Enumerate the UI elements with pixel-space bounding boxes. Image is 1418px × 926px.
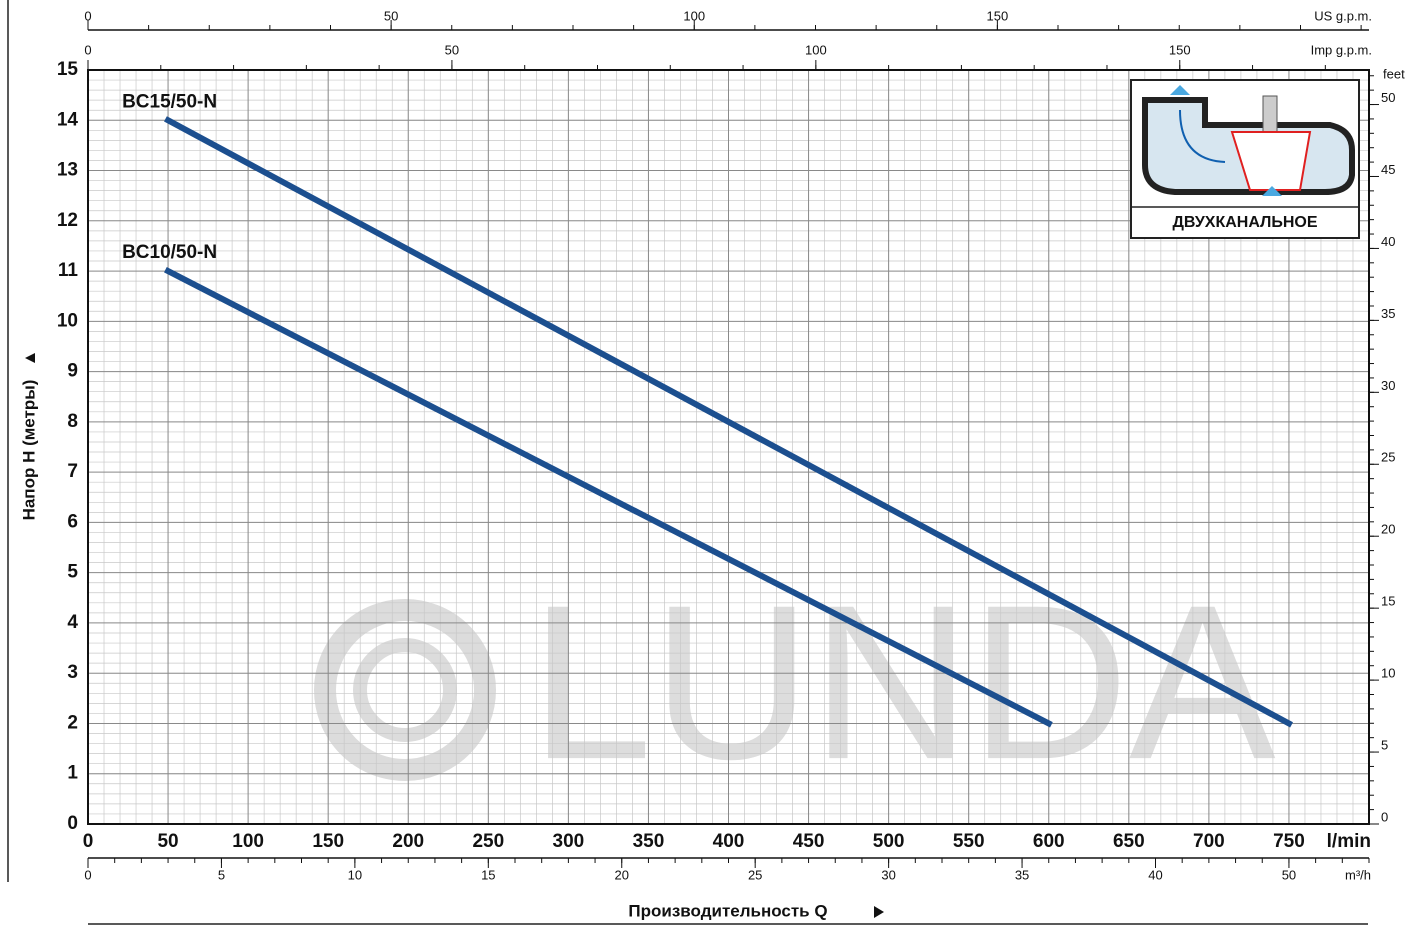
bottom-tick-label: 20 xyxy=(615,867,629,882)
y2-tick-label: 25 xyxy=(1381,450,1395,465)
watermark-logo xyxy=(325,610,485,770)
bottom-axis-unit: m³/h xyxy=(1345,867,1371,882)
series-label: BC15/50-N xyxy=(122,91,217,112)
y-tick-label: 2 xyxy=(67,712,78,733)
y-tick-label: 5 xyxy=(67,562,78,583)
y2-tick-label: 0 xyxy=(1381,809,1388,824)
axis-arrow xyxy=(874,906,884,918)
inset-label: ДВУХКАНАЛЬНОЕ xyxy=(1173,214,1318,231)
x-tick-label: 400 xyxy=(713,831,745,852)
y-tick-label: 3 xyxy=(67,662,78,683)
bottom-tick-label: 0 xyxy=(84,867,91,882)
bottom-tick-label: 35 xyxy=(1015,867,1029,882)
x-tick-label: 700 xyxy=(1193,831,1225,852)
x-unit: l/min xyxy=(1327,831,1371,852)
x-tick-label: 650 xyxy=(1113,831,1145,852)
y-tick-label: 11 xyxy=(58,260,79,281)
x-tick-label: 150 xyxy=(312,831,344,852)
y2-tick-label: 40 xyxy=(1381,234,1395,249)
y-tick-label: 12 xyxy=(57,210,78,231)
top-tick-label: 0 xyxy=(84,42,91,57)
series-label: BC10/50-N xyxy=(122,242,217,263)
bottom-tick-label: 10 xyxy=(348,867,362,882)
y2-tick-label: 30 xyxy=(1381,378,1395,393)
top-tick-label: 100 xyxy=(805,42,827,57)
x-tick-label: 550 xyxy=(953,831,985,852)
top-tick-label: 150 xyxy=(987,8,1009,23)
y-tick-label: 0 xyxy=(67,813,78,834)
y-tick-label: 15 xyxy=(57,59,79,80)
bottom-tick-label: 15 xyxy=(481,867,495,882)
y-tick-label: 1 xyxy=(67,763,78,784)
x-tick-label: 300 xyxy=(553,831,585,852)
top-tick-label: 0 xyxy=(84,8,91,23)
watermark-text: LUNDA xyxy=(530,559,1276,805)
x-tick-label: 450 xyxy=(793,831,825,852)
top-tick-label: 50 xyxy=(384,8,398,23)
y2-tick-label: 15 xyxy=(1381,594,1395,609)
x-tick-label: 600 xyxy=(1033,831,1065,852)
y-tick-label: 9 xyxy=(67,361,78,382)
top-tick-label: 50 xyxy=(445,42,459,57)
axis-arrow xyxy=(25,353,35,363)
watermark-logo xyxy=(360,645,450,735)
x-tick-label: 0 xyxy=(83,831,94,852)
y-axis-title-group: Напор H (метры) xyxy=(19,353,38,520)
bottom-tick-label: 40 xyxy=(1148,867,1162,882)
x-tick-label: 100 xyxy=(232,831,264,852)
y2-tick-label: 35 xyxy=(1381,306,1395,321)
inset: ДВУХКАНАЛЬНОЕ xyxy=(1131,80,1359,238)
y-tick-label: 7 xyxy=(67,461,78,482)
x-tick-label: 50 xyxy=(157,831,178,852)
y2-tick-label: 5 xyxy=(1381,737,1388,752)
top-axis-unit: US g.p.m. xyxy=(1314,8,1372,23)
y-tick-label: 8 xyxy=(67,411,78,432)
x-tick-label: 750 xyxy=(1273,831,1305,852)
y2-tick-label: 20 xyxy=(1381,522,1395,537)
y-axis-title: Напор H (метры) xyxy=(19,380,38,521)
top-axis-unit: Imp g.p.m. xyxy=(1311,42,1372,57)
y2-tick-label: 10 xyxy=(1381,666,1395,681)
bottom-tick-label: 50 xyxy=(1282,867,1296,882)
x-tick-label: 350 xyxy=(633,831,665,852)
x-tick-label: 200 xyxy=(392,831,424,852)
y-tick-label: 4 xyxy=(67,612,78,633)
bottom-tick-label: 30 xyxy=(881,867,895,882)
y2-tick-label: 50 xyxy=(1381,90,1395,105)
y2-unit: feet xyxy=(1383,66,1405,81)
top-tick-label: 150 xyxy=(1169,42,1191,57)
y-tick-label: 13 xyxy=(57,160,78,181)
x-tick-label: 250 xyxy=(472,831,504,852)
chart: LUNDA 0123456789101112131415050100150200… xyxy=(0,0,1418,926)
y-tick-label: 14 xyxy=(57,109,79,130)
bottom-tick-label: 5 xyxy=(218,867,225,882)
bottom-tick-label: 25 xyxy=(748,867,762,882)
y2-tick-label: 45 xyxy=(1381,162,1395,177)
x-axis-title: Производительность Q xyxy=(628,901,827,920)
x-tick-label: 500 xyxy=(873,831,905,852)
top-tick-label: 100 xyxy=(683,8,705,23)
y-tick-label: 10 xyxy=(57,310,78,331)
y-tick-label: 6 xyxy=(67,511,78,532)
